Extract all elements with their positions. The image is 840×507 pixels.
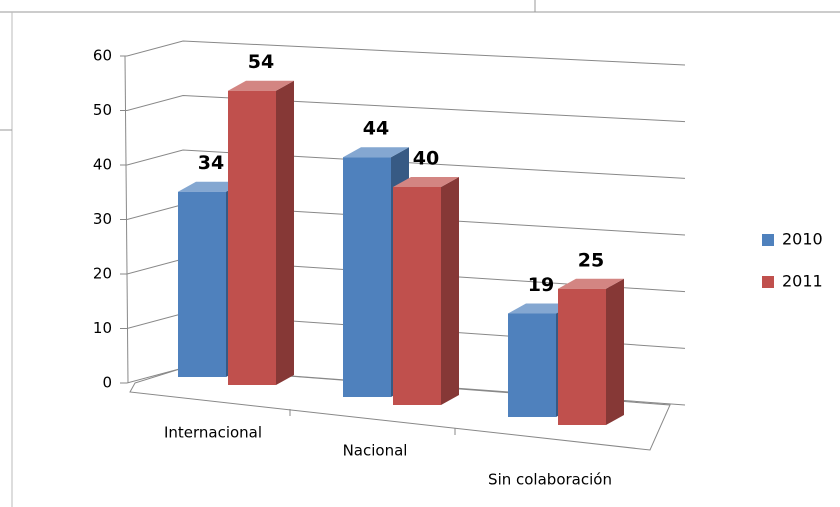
- bar-top: [228, 80, 294, 91]
- bar: [558, 278, 624, 425]
- bar-front: [228, 90, 276, 385]
- legend-swatch: [762, 276, 774, 288]
- legend-label: 2011: [782, 272, 823, 291]
- bar-side: [276, 80, 294, 385]
- bar-side: [606, 278, 624, 425]
- x-tick-label: Internacional: [164, 424, 262, 442]
- bar-front: [558, 288, 606, 425]
- y-tick-label: 20: [93, 265, 112, 283]
- grid-line: [126, 149, 686, 179]
- bar-top: [558, 278, 624, 289]
- bar-front: [393, 187, 441, 405]
- bar-front: [343, 157, 391, 397]
- x-tick-label: Sin colaboración: [488, 471, 612, 489]
- data-label: 34: [198, 152, 224, 174]
- legend-swatch: [762, 234, 774, 246]
- y-tick-label: 0: [102, 374, 112, 392]
- y-tick-label: 30: [93, 210, 112, 228]
- bar-side: [441, 177, 459, 405]
- data-label: 40: [413, 148, 439, 170]
- grid-line: [126, 40, 686, 66]
- y-tick-label: 50: [93, 101, 112, 119]
- y-tick-label: 10: [93, 319, 112, 337]
- y-tick-label: 40: [93, 156, 112, 174]
- bar: [393, 177, 459, 405]
- x-tick-label: Nacional: [343, 442, 408, 460]
- bar-front: [508, 313, 556, 417]
- bar-top: [393, 177, 459, 187]
- bar-front: [178, 191, 226, 377]
- bar-top: [178, 181, 244, 192]
- legend-label: 2010: [782, 230, 823, 249]
- data-label: 25: [578, 249, 604, 271]
- bar-top: [508, 303, 574, 314]
- data-label: 44: [363, 118, 389, 140]
- bar-top: [343, 147, 409, 158]
- grid-line: [126, 94, 686, 123]
- data-label: 54: [248, 51, 274, 73]
- y-tick-label: 60: [93, 47, 112, 65]
- bar: [228, 80, 294, 385]
- data-label: 19: [528, 274, 554, 296]
